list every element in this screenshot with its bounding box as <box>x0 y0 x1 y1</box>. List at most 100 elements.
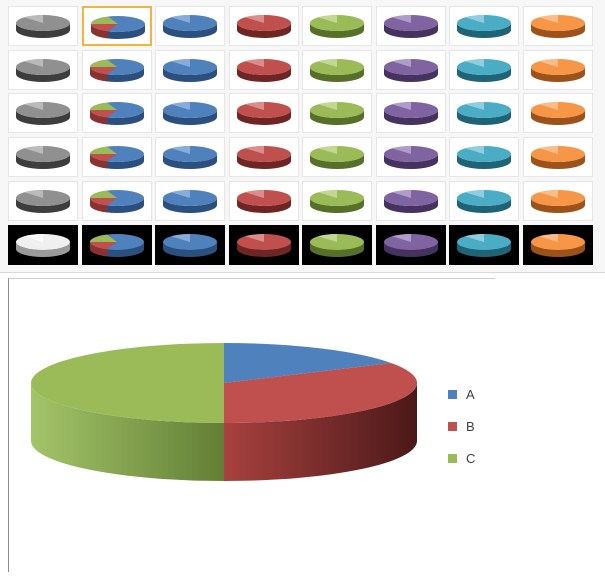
chart-style-teal-2[interactable] <box>449 49 519 90</box>
pie-thumbnail-icon <box>383 14 438 38</box>
pie-thumbnail-icon <box>89 146 144 170</box>
chart-style-gray-6[interactable] <box>8 224 78 265</box>
pie-thumbnail-icon <box>310 102 364 126</box>
chart-style-multi-5[interactable] <box>81 180 152 221</box>
chart-style-blue-3[interactable] <box>155 93 225 134</box>
chart-style-purple-3[interactable] <box>375 93 446 134</box>
pie-thumbnail-icon <box>89 58 144 82</box>
pie-thumbnail-icon <box>383 189 438 213</box>
chart-style-purple-6[interactable] <box>375 224 446 265</box>
chart-style-blue-2[interactable] <box>155 49 225 90</box>
chart-style-teal-6[interactable] <box>449 224 519 265</box>
chart-style-green-4[interactable] <box>302 137 372 178</box>
chart-style-gray-1[interactable] <box>8 6 78 46</box>
chart-style-purple-4[interactable] <box>375 137 446 178</box>
pie-thumbnail-icon <box>383 102 438 126</box>
pie-thumbnail-icon <box>310 58 364 82</box>
chart-style-blue-6[interactable] <box>155 224 225 265</box>
legend: A B C <box>448 378 508 474</box>
chart-style-blue-5[interactable] <box>155 180 225 221</box>
pie-thumbnail-icon <box>236 58 291 82</box>
chart-style-red-5[interactable] <box>228 180 299 221</box>
chart-style-red-2[interactable] <box>228 49 299 90</box>
pie-thumbnail-icon <box>310 189 364 213</box>
chart-style-purple-5[interactable] <box>375 180 446 221</box>
chart-style-orange-2[interactable] <box>522 49 593 90</box>
chart-style-gallery <box>0 0 605 273</box>
chart-style-red-4[interactable] <box>228 137 299 178</box>
pie-thumbnail-icon <box>310 14 364 38</box>
chart-style-teal-5[interactable] <box>449 180 519 221</box>
pie-thumbnail-icon <box>457 233 511 257</box>
pie-thumbnail-icon <box>383 233 438 257</box>
chart-style-orange-5[interactable] <box>522 180 593 221</box>
pie-thumbnail-icon <box>457 14 511 38</box>
pie-side-b <box>224 383 417 481</box>
pie-thumbnail-icon <box>530 58 585 82</box>
pie-thumbnail-icon <box>457 189 511 213</box>
chart-area[interactable] <box>8 278 495 572</box>
chart-style-red-1[interactable] <box>228 6 299 46</box>
chart-style-purple-2[interactable] <box>375 49 446 90</box>
pie-slice-b[interactable] <box>224 363 417 423</box>
pie-thumbnail-icon <box>236 14 291 38</box>
chart-style-orange-3[interactable] <box>522 93 593 134</box>
pie-thumbnail-icon <box>457 146 511 170</box>
pie-thumbnail-icon <box>530 102 585 126</box>
pie-thumbnail-icon <box>163 102 217 126</box>
chart-style-orange-1[interactable] <box>522 6 593 46</box>
pie-thumbnail-icon <box>530 14 585 38</box>
pie-thumbnail-icon <box>163 233 217 257</box>
pie-thumbnail-icon <box>16 58 70 82</box>
chart-style-green-1[interactable] <box>302 6 372 46</box>
legend-item-b: B <box>448 410 508 442</box>
pie-slice-c[interactable] <box>31 343 224 423</box>
chart-style-multi-2[interactable] <box>81 49 152 90</box>
pie-thumbnail-icon <box>530 189 585 213</box>
chart-style-green-2[interactable] <box>302 49 372 90</box>
pie-thumbnail-icon <box>16 14 70 38</box>
chart-style-red-6[interactable] <box>228 224 299 265</box>
chart-style-teal-4[interactable] <box>449 137 519 178</box>
chart-style-gray-3[interactable] <box>8 93 78 134</box>
pie-thumbnail-icon <box>236 233 291 257</box>
legend-swatch-c <box>448 453 457 463</box>
chart-style-orange-6[interactable] <box>522 224 593 265</box>
pie-side-c <box>31 383 224 481</box>
legend-item-a: A <box>448 378 508 410</box>
pie-thumbnail-icon <box>89 233 144 257</box>
legend-label-a: A <box>466 386 475 402</box>
pie-thumbnail-icon <box>236 189 291 213</box>
legend-swatch-a <box>448 389 457 399</box>
chart-style-gray-2[interactable] <box>8 49 78 90</box>
pie-thumbnail-icon <box>383 58 438 82</box>
chart-style-orange-4[interactable] <box>522 137 593 178</box>
pie-thumbnail-icon <box>236 146 291 170</box>
chart-style-teal-1[interactable] <box>449 6 519 46</box>
chart-style-blue-1[interactable] <box>155 6 225 46</box>
pie-thumbnail-icon <box>310 146 364 170</box>
pie-slice-a[interactable] <box>224 343 392 383</box>
chart-style-gray-5[interactable] <box>8 180 78 221</box>
pie-thumbnail-icon <box>16 189 70 213</box>
chart-style-red-3[interactable] <box>228 93 299 134</box>
chart-style-blue-4[interactable] <box>155 137 225 178</box>
pie-thumbnail-icon <box>163 189 217 213</box>
chart-style-green-5[interactable] <box>302 180 372 221</box>
chart-style-green-6[interactable] <box>302 224 372 265</box>
pie-thumbnail-icon <box>530 233 585 257</box>
chart-style-multi-4[interactable] <box>81 137 152 178</box>
chart-style-multi-3[interactable] <box>81 93 152 134</box>
legend-label-c: C <box>466 450 476 466</box>
chart-style-teal-3[interactable] <box>449 93 519 134</box>
legend-swatch-b <box>448 421 457 431</box>
chart-style-gray-4[interactable] <box>8 137 78 178</box>
chart-style-purple-1[interactable] <box>375 6 446 46</box>
pie-chart <box>31 343 417 481</box>
chart-style-multi-6[interactable] <box>81 224 152 265</box>
pie-thumbnail-icon <box>163 146 217 170</box>
chart-style-multi-1[interactable] <box>81 6 152 46</box>
pie-thumbnail-icon <box>530 146 585 170</box>
pie-thumbnail-icon <box>89 189 144 213</box>
chart-style-green-3[interactable] <box>302 93 372 134</box>
